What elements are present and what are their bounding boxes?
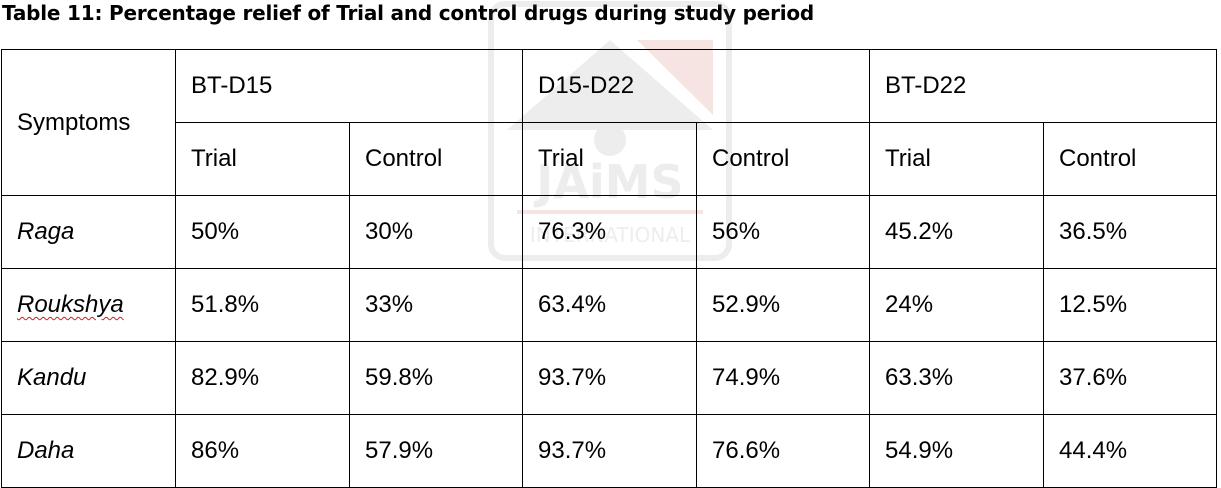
value-cell: 86% [175, 414, 350, 488]
value-cell: 63.4% [522, 268, 697, 342]
subheader-trial: Trial [869, 122, 1044, 196]
value-cell: 33% [349, 268, 523, 342]
value-cell: 54.9% [869, 414, 1044, 488]
value-cell: 57.9% [349, 414, 523, 488]
symptom-cell: Daha [1, 414, 176, 488]
value-cell: 93.7% [522, 414, 697, 488]
table-row: Kandu 82.9% 59.8% 93.7% 74.9% 63.3% 37.6… [1, 341, 1217, 415]
value-cell: 59.8% [349, 341, 523, 415]
table-title: Table 11: Percentage relief of Trial and… [2, 1, 815, 25]
value-cell: 82.9% [175, 341, 350, 415]
value-cell: 36.5% [1043, 195, 1217, 269]
subheader-trial: Trial [175, 122, 350, 196]
value-cell: 12.5% [1043, 268, 1217, 342]
group-header-d15-d22: D15-D22 [522, 49, 870, 123]
symptom-cell: Kandu [1, 341, 176, 415]
value-cell: 44.4% [1043, 414, 1217, 488]
value-cell: 45.2% [869, 195, 1044, 269]
value-cell: 51.8% [175, 268, 350, 342]
subheader-control: Control [696, 122, 870, 196]
subheader-trial: Trial [522, 122, 697, 196]
value-cell: 93.7% [522, 341, 697, 415]
value-cell: 76.6% [696, 414, 870, 488]
symptoms-header: Symptoms [1, 49, 176, 196]
value-cell: 37.6% [1043, 341, 1217, 415]
symptom-cell: Roukshya [1, 268, 176, 342]
relief-table: Symptoms BT-D15 D15-D22 BT-D22 Trial Con… [1, 49, 1217, 488]
value-cell: 56% [696, 195, 870, 269]
group-header-bt-d22: BT-D22 [869, 49, 1217, 123]
table-header-row: Symptoms BT-D15 D15-D22 BT-D22 [1, 49, 1217, 196]
value-cell: 30% [349, 195, 523, 269]
value-cell: 24% [869, 268, 1044, 342]
table-subheader-row: Trial Control Trial Control Trial Contro… [2, 122, 1217, 196]
symptom-cell: Raga [1, 195, 176, 269]
table-row: Raga 50% 30% 76.3% 56% 45.2% 36.5% [1, 195, 1217, 269]
group-header-bt-d15: BT-D15 [175, 49, 523, 123]
subheader-control: Control [1043, 122, 1217, 196]
value-cell: 52.9% [696, 268, 870, 342]
value-cell: 76.3% [522, 195, 697, 269]
spellcheck-underlined-text: Roukshya [17, 291, 124, 318]
value-cell: 63.3% [869, 341, 1044, 415]
subheader-control: Control [349, 122, 523, 196]
table-row: Daha 86% 57.9% 93.7% 76.6% 54.9% 44.4% [1, 414, 1217, 488]
table-row: Roukshya 51.8% 33% 63.4% 52.9% 24% 12.5% [1, 268, 1217, 342]
value-cell: 74.9% [696, 341, 870, 415]
value-cell: 50% [175, 195, 350, 269]
